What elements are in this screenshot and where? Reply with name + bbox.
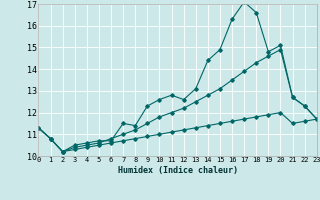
X-axis label: Humidex (Indice chaleur): Humidex (Indice chaleur) (118, 166, 238, 175)
